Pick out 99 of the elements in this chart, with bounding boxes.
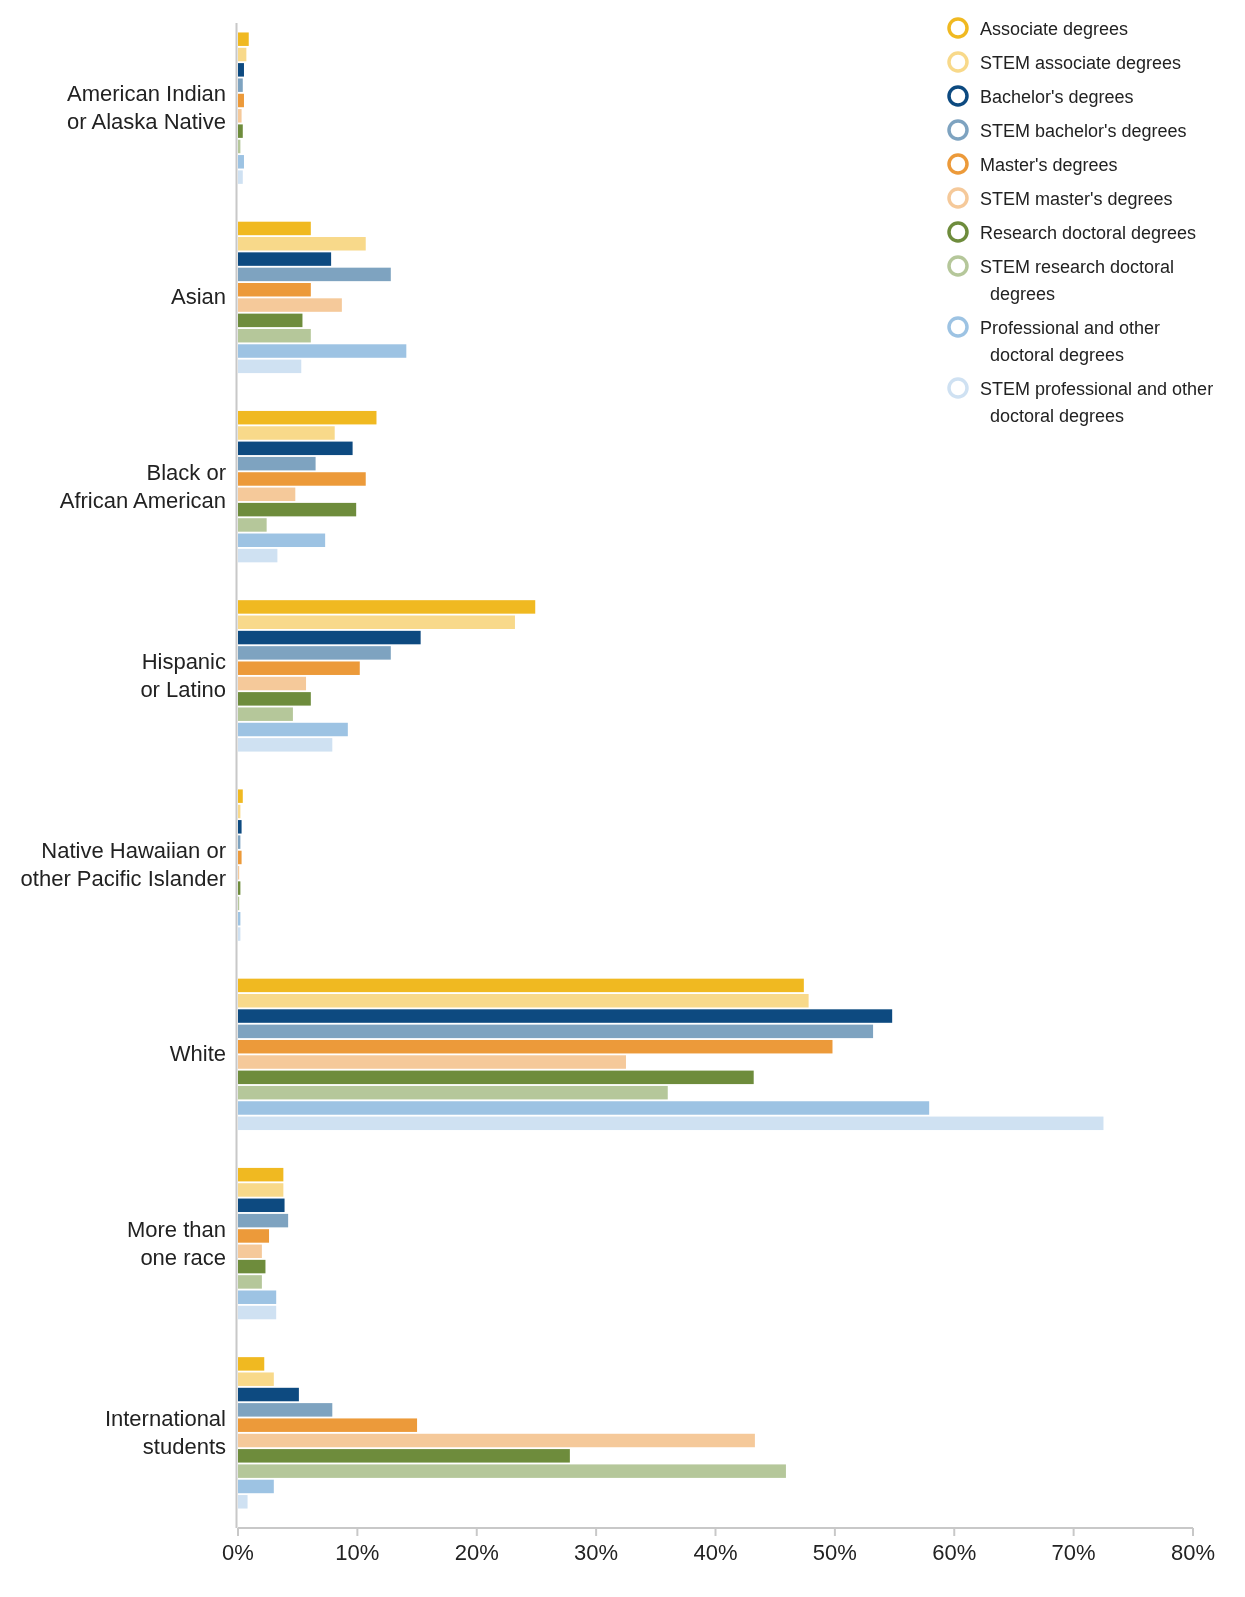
- bar: [238, 1259, 266, 1274]
- y-tick-label: Asian: [170, 284, 226, 310]
- bar: [238, 1418, 418, 1432]
- bar: [238, 518, 267, 532]
- bar: [238, 1403, 333, 1417]
- bar: [238, 1290, 277, 1304]
- bar: [238, 93, 244, 108]
- bar: [238, 170, 243, 184]
- x-tick-label: 20%: [454, 1540, 499, 1565]
- x-tick-label: 70%: [1051, 1540, 1096, 1565]
- bar: [238, 359, 302, 374]
- bar: [238, 722, 348, 737]
- bar: [238, 410, 377, 425]
- bar: [238, 328, 311, 343]
- bar: [238, 978, 804, 993]
- bar: [238, 313, 303, 328]
- bar: [238, 1357, 265, 1371]
- bar: [238, 267, 391, 282]
- bar: [238, 820, 242, 834]
- bar: [238, 1387, 299, 1402]
- bar: [238, 1039, 833, 1054]
- bar: [238, 155, 244, 169]
- bar: [238, 78, 243, 92]
- bar: [238, 533, 326, 548]
- bar: [238, 738, 333, 752]
- bar: [238, 1009, 893, 1023]
- bar: [238, 1244, 262, 1258]
- legend-label: Bachelor's degrees: [980, 87, 1134, 107]
- x-tick-label: 80%: [1170, 1540, 1216, 1565]
- legend-label: Professional and other doctoral degrees: [980, 318, 1161, 365]
- bar: [238, 789, 243, 803]
- legend-label: STEM professional and other doctoral degrees: [980, 379, 1214, 426]
- bar: [238, 850, 242, 865]
- legend-label: STEM bachelor's degrees: [980, 121, 1187, 141]
- bar: [238, 707, 293, 721]
- legend-label: Master's degrees: [980, 155, 1118, 175]
- bar: [238, 1449, 570, 1463]
- bar: [238, 109, 242, 123]
- bar: [238, 47, 247, 62]
- bar: [238, 1479, 274, 1494]
- bar: [238, 456, 316, 471]
- bar: [238, 1116, 1104, 1131]
- bar: [238, 32, 249, 46]
- bar: [238, 1229, 270, 1243]
- bar: [238, 1213, 289, 1228]
- bar: [238, 426, 335, 440]
- bar: [238, 615, 515, 629]
- bar: [238, 298, 342, 312]
- bar: [238, 441, 353, 456]
- x-tick-label: 10%: [335, 1540, 380, 1565]
- bar: [238, 676, 307, 691]
- bar: [238, 600, 536, 614]
- bar: [238, 1070, 754, 1085]
- bar: [238, 1101, 930, 1115]
- bar: [238, 63, 244, 77]
- bar: [238, 692, 311, 706]
- bar: [238, 1024, 874, 1039]
- bar: [238, 630, 421, 645]
- y-tick-label: White: [169, 1041, 226, 1067]
- bar: [238, 221, 311, 236]
- y-tick-label: Native Hawaiian or other Pacific Islander: [20, 838, 226, 892]
- bar: [238, 487, 296, 502]
- legend-label: STEM master's degrees: [980, 189, 1173, 209]
- y-tick-label: American Indian or Alaska Native: [67, 81, 226, 135]
- bar: [238, 1433, 755, 1448]
- bar: [238, 1055, 626, 1069]
- y-tick-label: Black or African American: [59, 459, 226, 513]
- bar: [238, 283, 311, 297]
- bar: [238, 1275, 262, 1289]
- x-tick-label: 50%: [812, 1540, 857, 1565]
- bar: [238, 472, 366, 486]
- legend-label: Research doctoral degrees: [980, 223, 1197, 243]
- legend-label: STEM research doctoral degrees: [980, 257, 1175, 304]
- bar: [238, 993, 809, 1008]
- x-tick-label: 0%: [222, 1540, 254, 1565]
- bar: [238, 1183, 284, 1197]
- bar: [238, 502, 357, 517]
- bar: [238, 661, 360, 675]
- bar: [238, 1198, 285, 1213]
- y-tick-label: Hispanic or Latino: [140, 648, 226, 702]
- bar: [238, 646, 391, 660]
- x-tick-label: 40%: [693, 1540, 738, 1565]
- bar: [238, 548, 278, 563]
- bar: [238, 1085, 668, 1100]
- bar: [238, 344, 407, 358]
- legend-label: Associate degrees: [980, 19, 1129, 39]
- bar: [238, 1167, 284, 1182]
- bar: [238, 1495, 248, 1509]
- y-tick-label: More than one race: [126, 1216, 226, 1270]
- bar: [238, 252, 332, 266]
- bar: [238, 1305, 277, 1320]
- bar: [238, 1464, 786, 1478]
- bar: [238, 124, 243, 138]
- bar: [238, 237, 366, 251]
- legend-label: STEM associate degrees: [980, 53, 1182, 73]
- x-tick-label: 30%: [574, 1540, 619, 1565]
- y-tick-label: International students: [104, 1405, 226, 1459]
- x-tick-label: 60%: [932, 1540, 977, 1565]
- bar: [238, 1372, 274, 1386]
